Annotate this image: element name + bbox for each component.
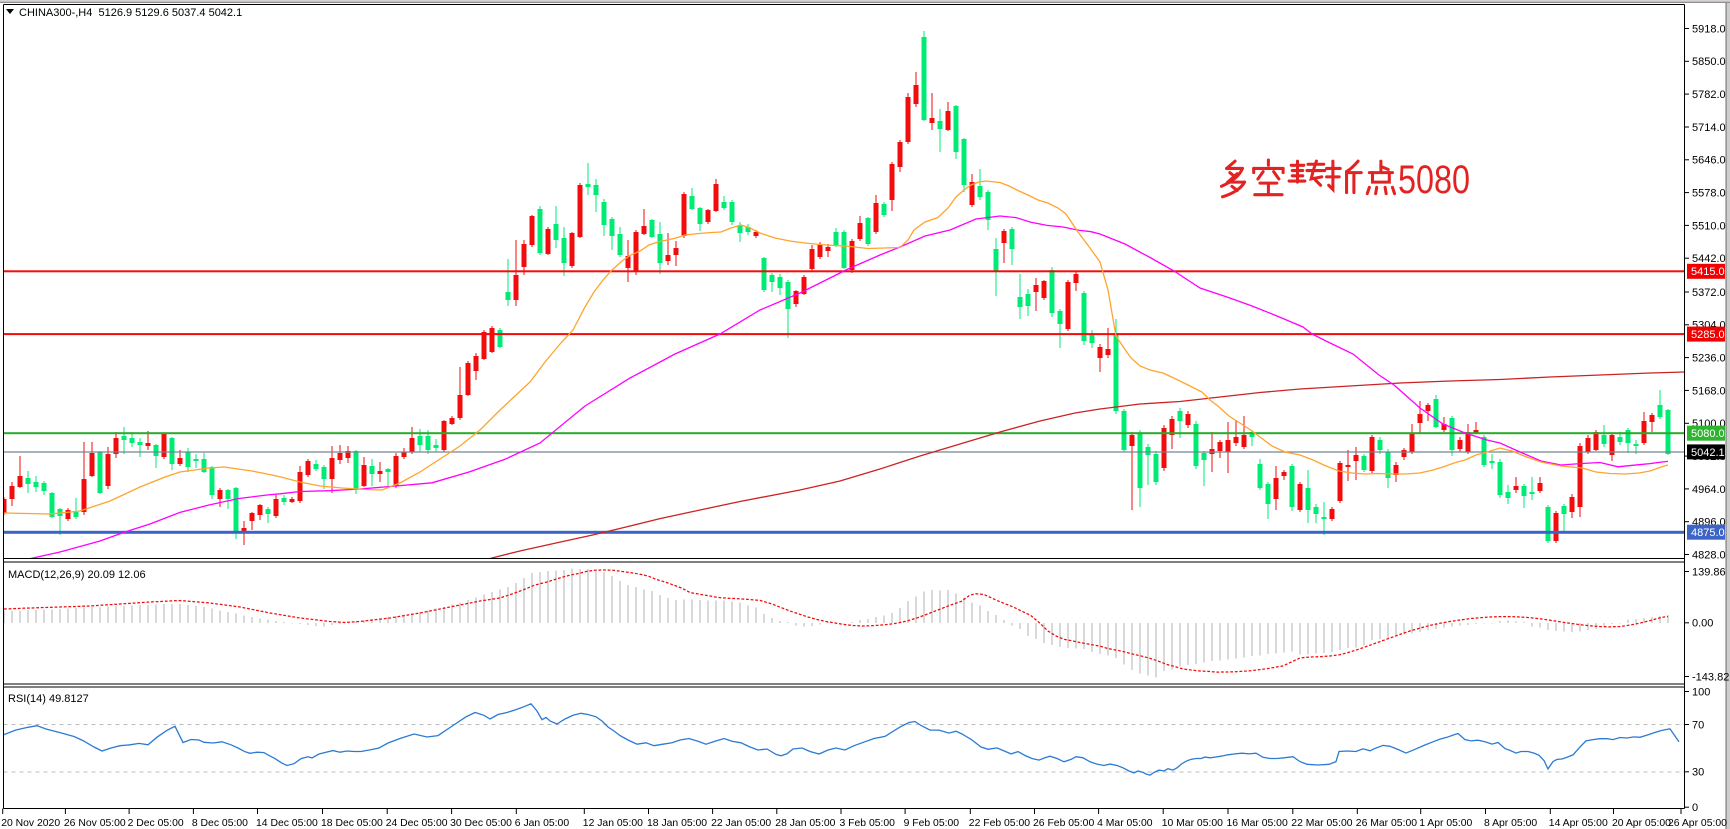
svg-text:5042.1: 5042.1 <box>1691 447 1725 459</box>
svg-text:3 Feb 05:00: 3 Feb 05:00 <box>840 818 896 829</box>
svg-text:100: 100 <box>1692 686 1710 698</box>
svg-text:26 Nov 05:00: 26 Nov 05:00 <box>64 818 126 829</box>
svg-text:5646.0: 5646.0 <box>1692 155 1726 167</box>
svg-text:5578.0: 5578.0 <box>1692 188 1726 200</box>
svg-text:14 Apr 05:00: 14 Apr 05:00 <box>1549 818 1608 829</box>
svg-text:-143.82: -143.82 <box>1692 671 1729 683</box>
svg-text:16 Mar 05:00: 16 Mar 05:00 <box>1227 818 1288 829</box>
svg-text:0: 0 <box>1692 802 1698 814</box>
svg-text:1 Apr 05:00: 1 Apr 05:00 <box>1419 818 1472 829</box>
svg-text:4964.0: 4964.0 <box>1692 484 1726 496</box>
svg-text:26 Mar 05:00: 26 Mar 05:00 <box>1356 818 1417 829</box>
svg-text:5850.0: 5850.0 <box>1692 56 1726 68</box>
svg-text:6 Jan 05:00: 6 Jan 05:00 <box>515 818 570 829</box>
svg-text:5372.0: 5372.0 <box>1692 287 1726 299</box>
svg-text:18 Dec 05:00: 18 Dec 05:00 <box>321 818 383 829</box>
svg-text:MACD(12,26,9) 20.09 12.06: MACD(12,26,9) 20.09 12.06 <box>8 569 146 581</box>
svg-text:5782.0: 5782.0 <box>1692 89 1726 101</box>
svg-text:5080.0: 5080.0 <box>1691 428 1725 440</box>
svg-text:5714.0: 5714.0 <box>1692 122 1726 134</box>
svg-text:5236.0: 5236.0 <box>1692 353 1726 365</box>
svg-text:5918.0: 5918.0 <box>1692 23 1726 35</box>
svg-text:20 Apr 05:00: 20 Apr 05:00 <box>1612 818 1671 829</box>
svg-text:22 Jan 05:00: 22 Jan 05:00 <box>711 818 771 829</box>
svg-text:4875.0: 4875.0 <box>1691 527 1725 539</box>
svg-text:4 Mar 05:00: 4 Mar 05:00 <box>1097 818 1153 829</box>
svg-text:5415.0: 5415.0 <box>1691 266 1725 278</box>
svg-text:139.86: 139.86 <box>1692 566 1726 578</box>
svg-text:4828.0: 4828.0 <box>1692 549 1726 561</box>
svg-text:24 Dec 05:00: 24 Dec 05:00 <box>386 818 448 829</box>
svg-text:0.00: 0.00 <box>1692 618 1713 630</box>
svg-text:CHINA300-,H4 5126.9 5129.6 50: CHINA300-,H4 5126.9 5129.6 5037.4 5042.1 <box>19 7 242 19</box>
svg-text:20 Nov 2020: 20 Nov 2020 <box>1 818 60 829</box>
svg-text:30: 30 <box>1692 767 1704 779</box>
svg-text:5510.0: 5510.0 <box>1692 220 1726 232</box>
svg-text:10 Mar 05:00: 10 Mar 05:00 <box>1162 818 1223 829</box>
svg-text:5080: 5080 <box>1398 158 1470 202</box>
svg-text:9 Feb 05:00: 9 Feb 05:00 <box>904 818 960 829</box>
svg-text:5442.0: 5442.0 <box>1692 253 1726 265</box>
svg-text:26 Feb 05:00: 26 Feb 05:00 <box>1033 818 1094 829</box>
svg-text:2 Dec 05:00: 2 Dec 05:00 <box>128 818 184 829</box>
svg-text:18 Jan 05:00: 18 Jan 05:00 <box>647 818 707 829</box>
svg-text:22 Mar 05:00: 22 Mar 05:00 <box>1291 818 1352 829</box>
svg-text:26 Apr 05:00: 26 Apr 05:00 <box>1668 818 1727 829</box>
svg-text:30 Dec 05:00: 30 Dec 05:00 <box>450 818 512 829</box>
svg-text:5285.0: 5285.0 <box>1691 329 1725 341</box>
svg-text:70: 70 <box>1692 719 1704 731</box>
svg-text:5168.0: 5168.0 <box>1692 385 1726 397</box>
svg-text:22 Feb 05:00: 22 Feb 05:00 <box>969 818 1030 829</box>
svg-text:28 Jan 05:00: 28 Jan 05:00 <box>775 818 835 829</box>
svg-text:8 Dec 05:00: 8 Dec 05:00 <box>192 818 248 829</box>
svg-text:RSI(14) 49.8127: RSI(14) 49.8127 <box>8 693 89 705</box>
svg-text:14 Dec 05:00: 14 Dec 05:00 <box>256 818 318 829</box>
svg-text:8 Apr 05:00: 8 Apr 05:00 <box>1484 818 1537 829</box>
svg-text:12 Jan 05:00: 12 Jan 05:00 <box>583 818 643 829</box>
